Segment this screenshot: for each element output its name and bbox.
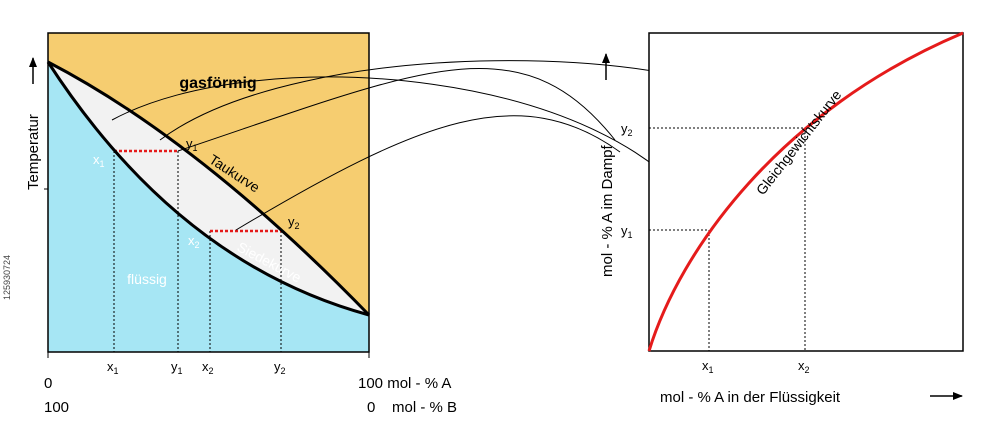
boiling-diagram: gasförmig flüssig Taukurve Siedekurve x1… <box>25 32 457 416</box>
axis-right-bottom: 0 mol - % B <box>367 399 457 416</box>
vapor-axis-label: mol - % A im Dampf <box>599 144 616 277</box>
gas-region-label: gasförmig <box>179 75 256 92</box>
equilibrium-curve <box>647 31 964 352</box>
two-phase-region <box>48 62 369 315</box>
tick-label-y2-right: y2 <box>621 121 633 138</box>
bottom-ticks <box>47 352 370 358</box>
guide-lines <box>113 151 282 352</box>
temperature-axis-label: Temperatur <box>25 114 42 190</box>
dew-curve <box>47 60 371 317</box>
tick-label-x2-right: x2 <box>798 358 810 375</box>
axis-left-top: 0 <box>44 375 52 392</box>
point-label-y1: y1 <box>186 136 198 153</box>
tick-label-y1-right: y1 <box>621 223 633 240</box>
tick-label-x1-right: x1 <box>702 358 714 375</box>
point-label-x2: x2 <box>188 233 200 250</box>
equilibrium-guides <box>649 127 806 351</box>
point-label-y2: y2 <box>288 214 300 231</box>
connector-line-y1 <box>177 67 616 152</box>
liquid-region-label: flüssig <box>127 271 167 287</box>
equilibrium-diagram: Gleichgewichtskurve y2 y1 x1 x2 mol - % … <box>599 31 964 406</box>
liquid-axis-label: mol - % A in der Flüssigkeit <box>660 389 841 406</box>
tick-label-y2: y2 <box>274 359 286 376</box>
tick-label-x2: x2 <box>202 359 214 376</box>
boiling-curve <box>46 61 370 317</box>
tie-lines <box>114 149 281 233</box>
axis-left-bottom: 100 <box>44 399 69 416</box>
liquid-region <box>48 62 369 352</box>
left-frame <box>47 32 370 353</box>
tick-label-x1: x1 <box>107 359 119 376</box>
connector-line-x2 <box>235 115 621 231</box>
tick-label-y1: y1 <box>171 359 183 376</box>
right-frame <box>648 32 964 352</box>
axis-right-top: 100 mol - % A <box>358 375 451 392</box>
point-label-x1: x1 <box>93 152 105 169</box>
stock-id: 125930724 <box>2 254 12 300</box>
